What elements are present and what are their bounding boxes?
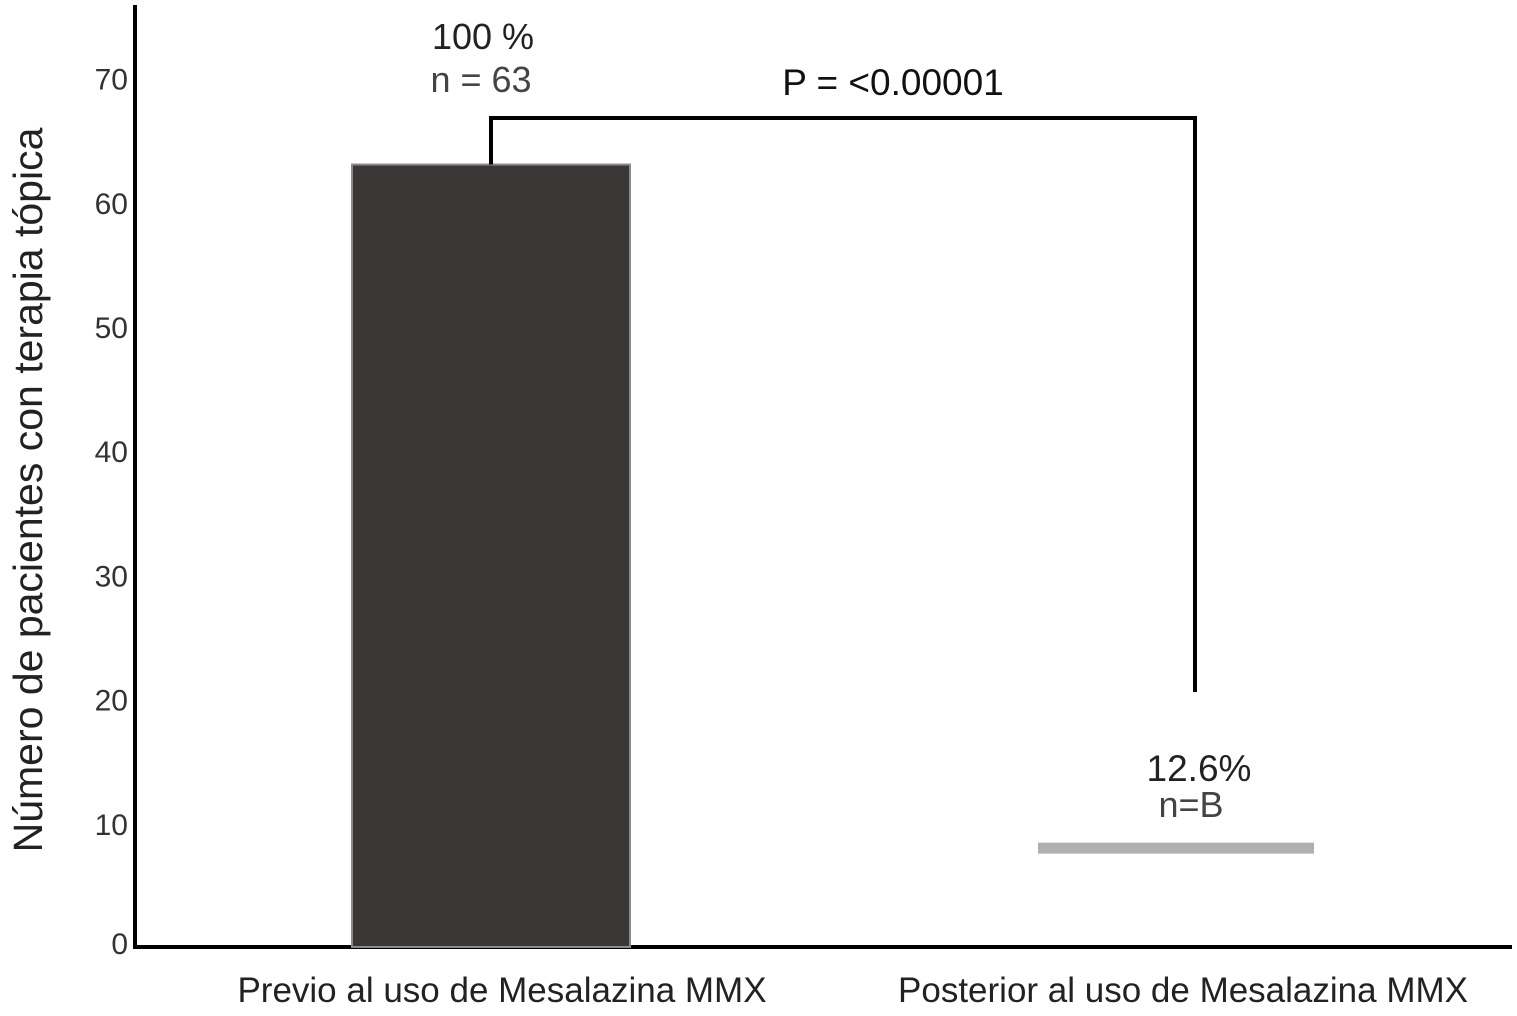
y-tick-label-50: 50 [95,312,128,345]
bar-2-percent-label: 12.6% [1147,748,1252,789]
y-tick-label-30: 30 [95,560,128,593]
y-tick-label-10: 10 [95,809,128,842]
y-tick-label-70: 70 [95,64,128,97]
x-category-label-posterior: Posterior al uso de Mesalazina MMX [898,971,1468,1010]
y-axis-ticks: 0 10 20 30 40 50 60 70 [95,64,128,961]
bars [351,163,1314,949]
bar-1-percent-label: 100 % [432,16,534,57]
significance-bracket [489,116,1197,692]
y-tick-label-0: 0 [111,928,128,961]
y-tick-label-20: 20 [95,685,128,718]
bar-posterior [1038,842,1314,854]
y-tick-label-40: 40 [95,436,128,469]
y-tick-label-60: 60 [95,188,128,221]
y-axis-title: Número de pacientes con terapia tópica [5,127,51,852]
bar-previo [351,163,631,949]
p-value-label: P = <0.00001 [782,62,1004,103]
x-category-label-previo: Previo al uso de Mesalazina MMX [237,971,766,1010]
bar-1-n-label: n = 63 [430,59,531,100]
bracket-line [489,116,1197,692]
bar-2-n-label: n=B [1158,784,1223,825]
